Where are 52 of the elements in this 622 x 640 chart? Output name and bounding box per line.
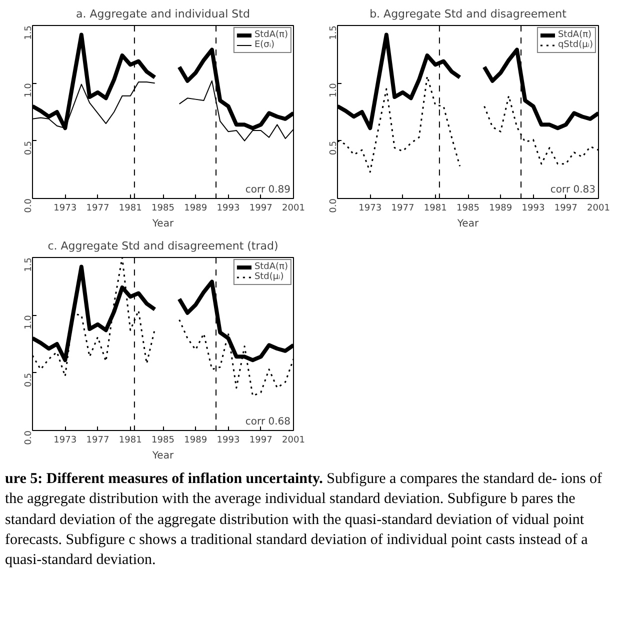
y-tick-label: 1.0	[24, 82, 34, 98]
x-tick-label: 1997	[249, 204, 272, 214]
legend-label: qStd(μᵢ)	[558, 40, 593, 50]
y-tick-label: 0.5	[24, 140, 34, 156]
y-tick-label: 0.5	[329, 140, 339, 156]
chart-title: b. Aggregate Std and disagreement	[370, 8, 568, 20]
x-axis-title: Year	[151, 218, 174, 230]
y-tick-label: 0.5	[24, 372, 34, 388]
y-tick-label: 1.0	[24, 314, 34, 330]
annotation: corr 0.68	[245, 416, 290, 428]
legend-label: StdA(π)	[254, 262, 288, 272]
annotation: corr 0.83	[550, 184, 596, 196]
y-tick-label: 1.5	[24, 25, 34, 40]
chart-title: c. Aggregate Std and disagreement (trad)	[48, 240, 278, 252]
legend-label: E(σᵢ)	[254, 40, 274, 50]
legend-label: StdA(π)	[254, 30, 288, 40]
x-tick-label: 1989	[184, 204, 208, 214]
x-tick-label: 1989	[184, 436, 208, 446]
annotation: corr 0.89	[245, 184, 290, 196]
x-axis-title: Year	[151, 450, 174, 462]
x-tick-label: 1997	[554, 204, 578, 214]
y-tick-label: 0.0	[24, 198, 34, 213]
legend-label: StdA(π)	[558, 30, 592, 40]
x-tick-label: 1985	[456, 204, 480, 214]
x-tick-label: 1981	[424, 204, 447, 214]
x-tick-label: 1997	[249, 436, 272, 446]
x-tick-label: 1977	[86, 436, 110, 446]
x-tick-label: 1981	[118, 436, 142, 446]
x-tick-label: 1981	[118, 204, 142, 214]
x-axis-title: Year	[456, 218, 480, 230]
x-tick-label: 1985	[152, 436, 174, 446]
x-tick-label: 1985	[152, 204, 174, 214]
y-tick-label: 0.0	[24, 430, 34, 445]
x-tick-label: 1993	[216, 204, 240, 214]
x-tick-label: 2001	[587, 204, 610, 214]
y-tick-label: 1.5	[329, 25, 339, 40]
x-tick-label: 1993	[216, 436, 240, 446]
x-tick-label: 1977	[391, 204, 414, 214]
x-tick-label: 1973	[54, 436, 77, 446]
y-tick-label: 0.0	[329, 198, 339, 213]
chart-title: a. Aggregate and individual Std	[76, 8, 250, 20]
y-tick-label: 1.5	[24, 257, 34, 272]
x-tick-label: 1993	[522, 204, 545, 214]
x-tick-label: 2001	[282, 204, 305, 214]
legend-label: Std(μᵢ)	[254, 272, 284, 282]
text: ure 5: Different measures of inflation uncertainty.	[5, 471, 323, 487]
x-tick-label: 2001	[282, 436, 305, 446]
y-tick-label: 1.0	[329, 82, 339, 98]
x-tick-label: 1973	[54, 204, 77, 214]
x-tick-label: 1977	[86, 204, 110, 214]
x-tick-label: 1989	[489, 204, 512, 214]
x-tick-label: 1973	[358, 204, 382, 214]
